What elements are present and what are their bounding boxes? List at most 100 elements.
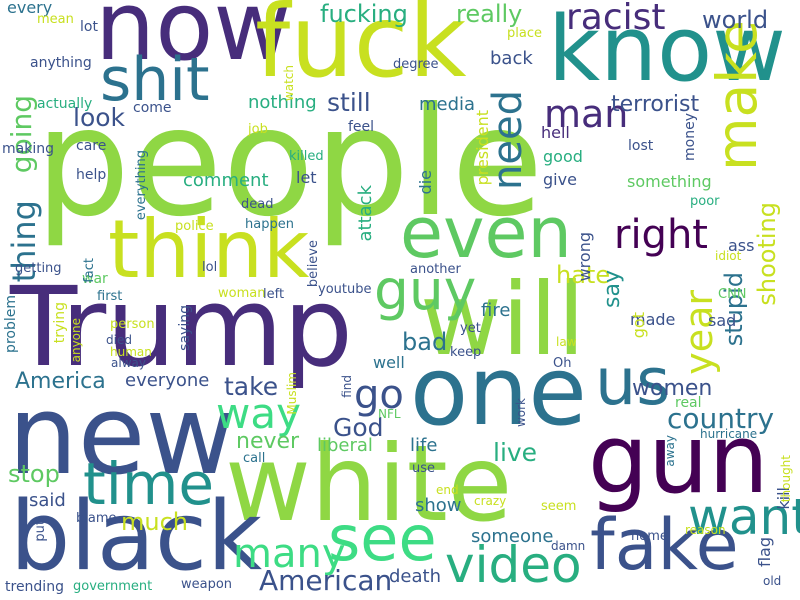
word-hurricane: hurricane [700,427,758,441]
word-hate: hate [556,261,611,289]
word-cnn: CNN [718,287,747,302]
word-oh: Oh [553,356,572,371]
word-dead: dead [241,197,274,212]
word-trending: trending [5,579,64,595]
word-need: need [485,90,531,190]
word-year: year [677,290,721,375]
word-give: give [543,170,577,189]
word-damn: damn [551,539,586,553]
word-watch: watch [282,65,296,102]
word-good: good [543,147,583,166]
word-way: way [216,389,301,438]
word-fact: fact [82,258,97,283]
word-wrong: wrong [575,232,594,282]
word-place: place [507,26,542,41]
word-trump: Trump [10,263,353,391]
word-blame: blame [76,511,117,526]
word-nfl: NFL [378,407,401,421]
word-real: real [675,395,702,411]
word-know: know [548,0,786,102]
word-attack: attack [355,185,376,242]
word-care: care [76,138,107,154]
word-got: got [629,312,648,339]
word-guy: guy [374,258,477,322]
word-now: now [95,0,292,82]
word-see: see [328,502,437,575]
word-end: end [436,483,459,497]
word-ass: ass [728,236,755,255]
word-die: die [416,170,435,195]
word-fire: fire [481,300,511,321]
word-really: really [456,0,523,28]
word-show: show [415,495,462,516]
word-live: live [493,438,538,467]
word-believe: believe [306,240,321,288]
word-actually: actually [37,96,93,112]
word-us: us [595,345,671,420]
word-police: police [175,219,214,234]
word-death: death [389,566,441,587]
word-go: go [354,372,404,418]
word-nothing: nothing [248,92,317,113]
word-one: one [410,337,587,447]
word-sad: sad [708,311,737,330]
word-everything: everything [134,150,149,221]
word-help: help [76,167,107,183]
word-something: something [627,172,712,191]
word-call: call [243,451,266,466]
word-going: going [5,95,38,174]
word-woman: woman [218,286,266,301]
word-american: American [259,564,393,597]
word-said: said [29,490,66,511]
word-weapon: weapon [181,577,233,592]
word-job: job [248,122,268,137]
word-still: still [327,88,371,117]
word-video: video [445,536,582,594]
word-never: never [236,429,300,454]
word-shit: shit [100,45,210,115]
word-women: women [632,376,713,401]
word-problem: problem [3,295,19,353]
word-back: back [490,48,533,69]
word-away: away [663,435,677,467]
word-another: another [410,262,461,277]
word-stop: stop [8,460,60,488]
word-world: world [702,6,769,34]
word-want: want [688,488,800,546]
word-reason: reason [685,523,726,537]
word-bad: bad [402,328,448,356]
word-yet: yet [460,321,481,336]
word-happen: happen [245,217,294,232]
word-muslim: Muslim [285,372,299,415]
word-terrorist: terrorist [611,92,700,117]
word-even: even [400,192,572,274]
word-take: take [224,372,279,401]
word-god: God [333,413,384,442]
word-america: America [15,369,106,394]
word-new: new [8,371,236,499]
word-everyone: everyone [125,370,210,391]
word-white: white [225,423,513,545]
word-look: look [73,103,126,132]
word-comment: comment [183,170,269,191]
word-war: war [82,271,108,287]
word-fake: fake [590,504,739,586]
word-fucking: fucking [320,0,408,28]
word-lost: lost [628,138,654,154]
word-think: think [108,203,310,296]
word-someone: someone [471,526,554,547]
word-hell: hell [541,123,570,142]
word-youtube: youtube [318,282,372,297]
word-law: law [556,335,577,349]
word-use: use [412,461,436,476]
word-time: time [83,450,215,518]
word-feel: feel [348,119,375,135]
word-man: man [544,92,629,136]
word-say: say [600,270,625,308]
word-alway: alway [111,356,146,370]
word-crazy: crazy [474,494,507,508]
word-life: life [410,435,438,456]
word-come: come [133,100,172,116]
word-gun: gun [588,405,769,515]
